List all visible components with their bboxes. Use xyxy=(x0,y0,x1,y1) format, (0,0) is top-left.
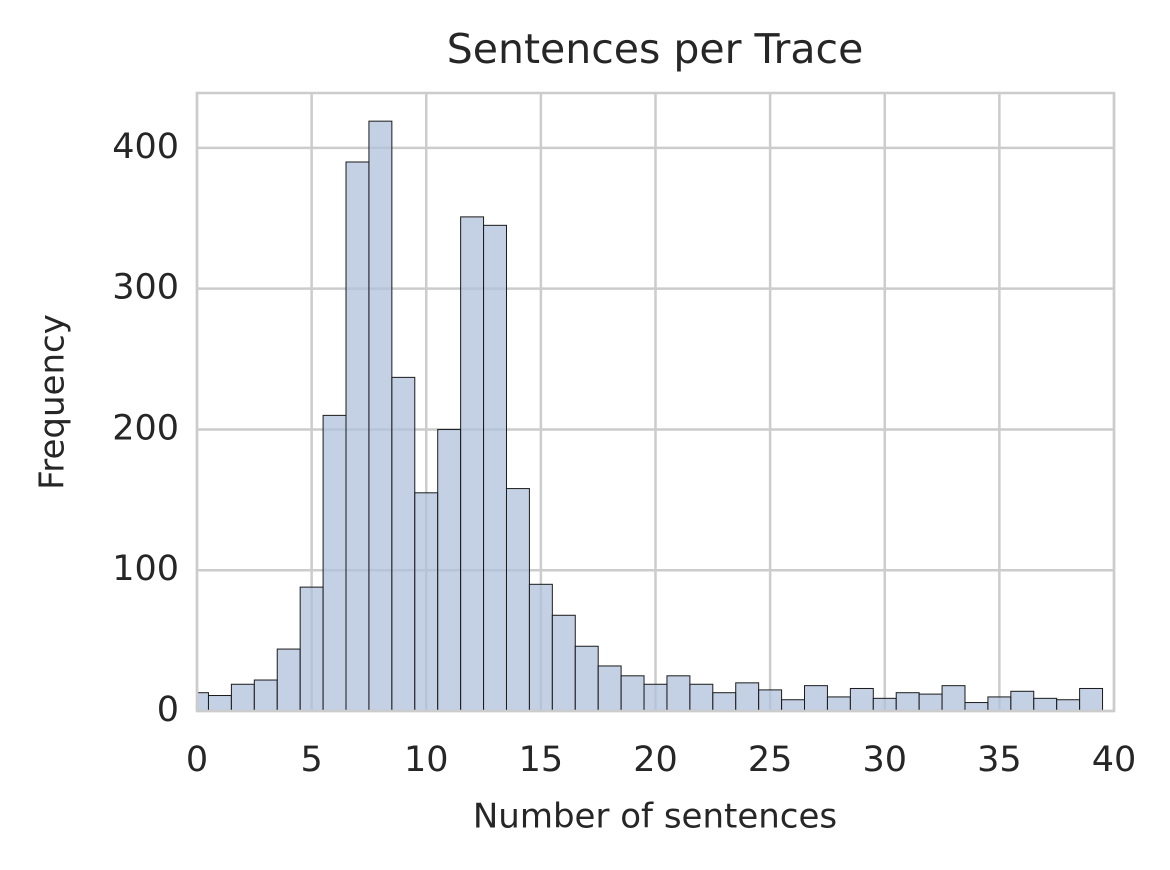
x-axis-label: Number of sentences xyxy=(473,797,837,837)
x-tick-label: 40 xyxy=(1092,740,1137,780)
bar xyxy=(574,645,599,711)
bar xyxy=(1056,699,1081,711)
bar xyxy=(918,693,943,711)
y-tick-label: 100 xyxy=(112,549,179,589)
chart-title: Sentences per Trace xyxy=(447,25,864,73)
bar xyxy=(1010,690,1035,711)
bar xyxy=(735,682,760,711)
bar xyxy=(712,692,737,711)
bar xyxy=(483,224,507,711)
bar xyxy=(872,697,897,711)
x-tick-label: 5 xyxy=(300,740,322,780)
bar xyxy=(1033,697,1058,711)
bar xyxy=(207,695,232,711)
bar xyxy=(505,488,530,711)
bar xyxy=(1079,687,1104,711)
bar xyxy=(941,685,966,711)
bar xyxy=(551,614,576,711)
bar xyxy=(964,702,989,711)
y-tick-label: 300 xyxy=(112,268,179,308)
x-tick-label: 0 xyxy=(186,740,208,780)
y-tick-label: 0 xyxy=(157,690,179,730)
bar xyxy=(437,428,462,711)
bar xyxy=(253,679,278,711)
bar xyxy=(804,685,828,711)
bar xyxy=(460,216,485,711)
bar xyxy=(689,683,714,711)
bar xyxy=(322,414,347,711)
bar xyxy=(299,586,324,711)
bar xyxy=(230,683,255,711)
bar xyxy=(276,648,301,711)
x-tick-label: 10 xyxy=(404,740,449,780)
bar xyxy=(895,692,920,711)
x-tick-label: 20 xyxy=(633,740,678,780)
x-tick-label: 15 xyxy=(519,740,564,780)
bar xyxy=(987,696,1012,711)
bar xyxy=(849,687,874,711)
y-tick-label: 200 xyxy=(112,408,179,448)
bar xyxy=(781,699,806,711)
x-tick-label: 35 xyxy=(977,740,1022,780)
bar xyxy=(666,675,691,711)
plot-frame xyxy=(195,91,1116,713)
bar xyxy=(597,665,622,711)
y-tick-label: 400 xyxy=(112,127,179,167)
bar xyxy=(345,161,370,711)
x-tick-label: 25 xyxy=(748,740,793,780)
bar xyxy=(528,583,553,711)
bar xyxy=(758,689,783,711)
x-tick-label: 30 xyxy=(862,740,907,780)
bar xyxy=(414,492,439,711)
bar xyxy=(368,120,393,711)
bar xyxy=(620,675,645,711)
bar xyxy=(826,696,851,711)
y-axis-label: Frequency xyxy=(33,314,73,490)
bar xyxy=(391,376,416,711)
bar xyxy=(643,683,668,711)
